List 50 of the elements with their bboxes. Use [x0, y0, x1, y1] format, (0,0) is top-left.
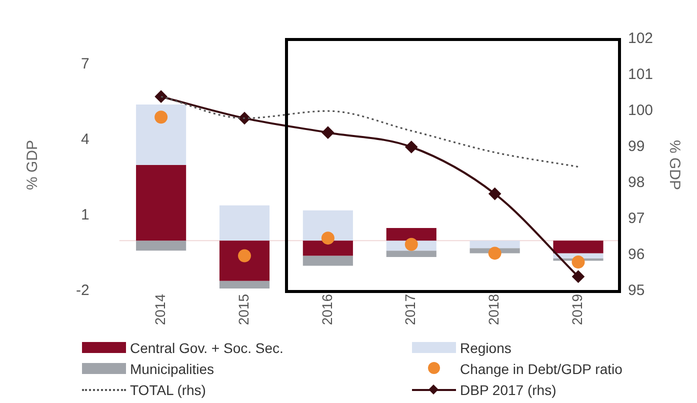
y2-tick-label: 102 — [628, 30, 654, 48]
bar — [470, 240, 520, 248]
x-tick-label: 2017 — [402, 294, 418, 326]
x-tick-label: 2015 — [235, 294, 252, 326]
point — [572, 256, 585, 269]
point — [154, 110, 168, 124]
bar — [302, 256, 353, 266]
legend-label: Central Gov. + Soc. Sec. — [130, 340, 284, 356]
bar — [386, 250, 436, 257]
y-axis-title: % GDP — [24, 140, 42, 190]
x-tick-label: 2019 — [569, 294, 586, 326]
point — [238, 112, 250, 124]
bar — [219, 240, 270, 281]
point — [572, 270, 584, 283]
legend-label: Regions — [460, 340, 512, 356]
legend-label: DBP 2017 (rhs) — [460, 382, 556, 398]
bar — [302, 210, 353, 241]
bar — [219, 205, 270, 241]
y-tick-label: -2 — [76, 282, 90, 300]
bar — [136, 104, 186, 165]
bar — [553, 240, 604, 254]
y2-tick-label: 95 — [628, 282, 645, 300]
y2-axis-title: % GDP — [666, 140, 683, 190]
legend-label: TOTAL (rhs) — [130, 382, 206, 398]
point — [321, 232, 334, 245]
point — [322, 126, 334, 139]
x-tick-label: 2018 — [486, 294, 502, 326]
y2-tick-label: 96 — [628, 246, 645, 264]
point — [155, 90, 168, 103]
bar — [219, 280, 270, 288]
y-tick-label: 7 — [80, 55, 90, 72]
y2-tick-label: 98 — [628, 174, 645, 192]
x-tick-label: 2016 — [318, 294, 335, 326]
y2-tick-label: 99 — [628, 138, 645, 156]
point — [405, 141, 418, 153]
y-tick-label: 1 — [80, 206, 90, 224]
legend-label: Change in Debt/GDP ratio — [460, 360, 622, 376]
bar — [386, 228, 436, 241]
point — [404, 238, 418, 251]
point — [488, 246, 502, 260]
y2-tick-label: 100 — [628, 102, 654, 120]
x-tick-label: 2014 — [152, 294, 168, 326]
legend-label: Municipalities — [130, 360, 214, 376]
bar — [302, 240, 353, 256]
point — [488, 188, 501, 200]
bar — [136, 165, 186, 241]
y-tick-label: 4 — [80, 130, 90, 148]
y2-tick-label: 101 — [628, 66, 654, 84]
bar — [136, 240, 186, 251]
y2-tick-label: 97 — [628, 210, 645, 228]
